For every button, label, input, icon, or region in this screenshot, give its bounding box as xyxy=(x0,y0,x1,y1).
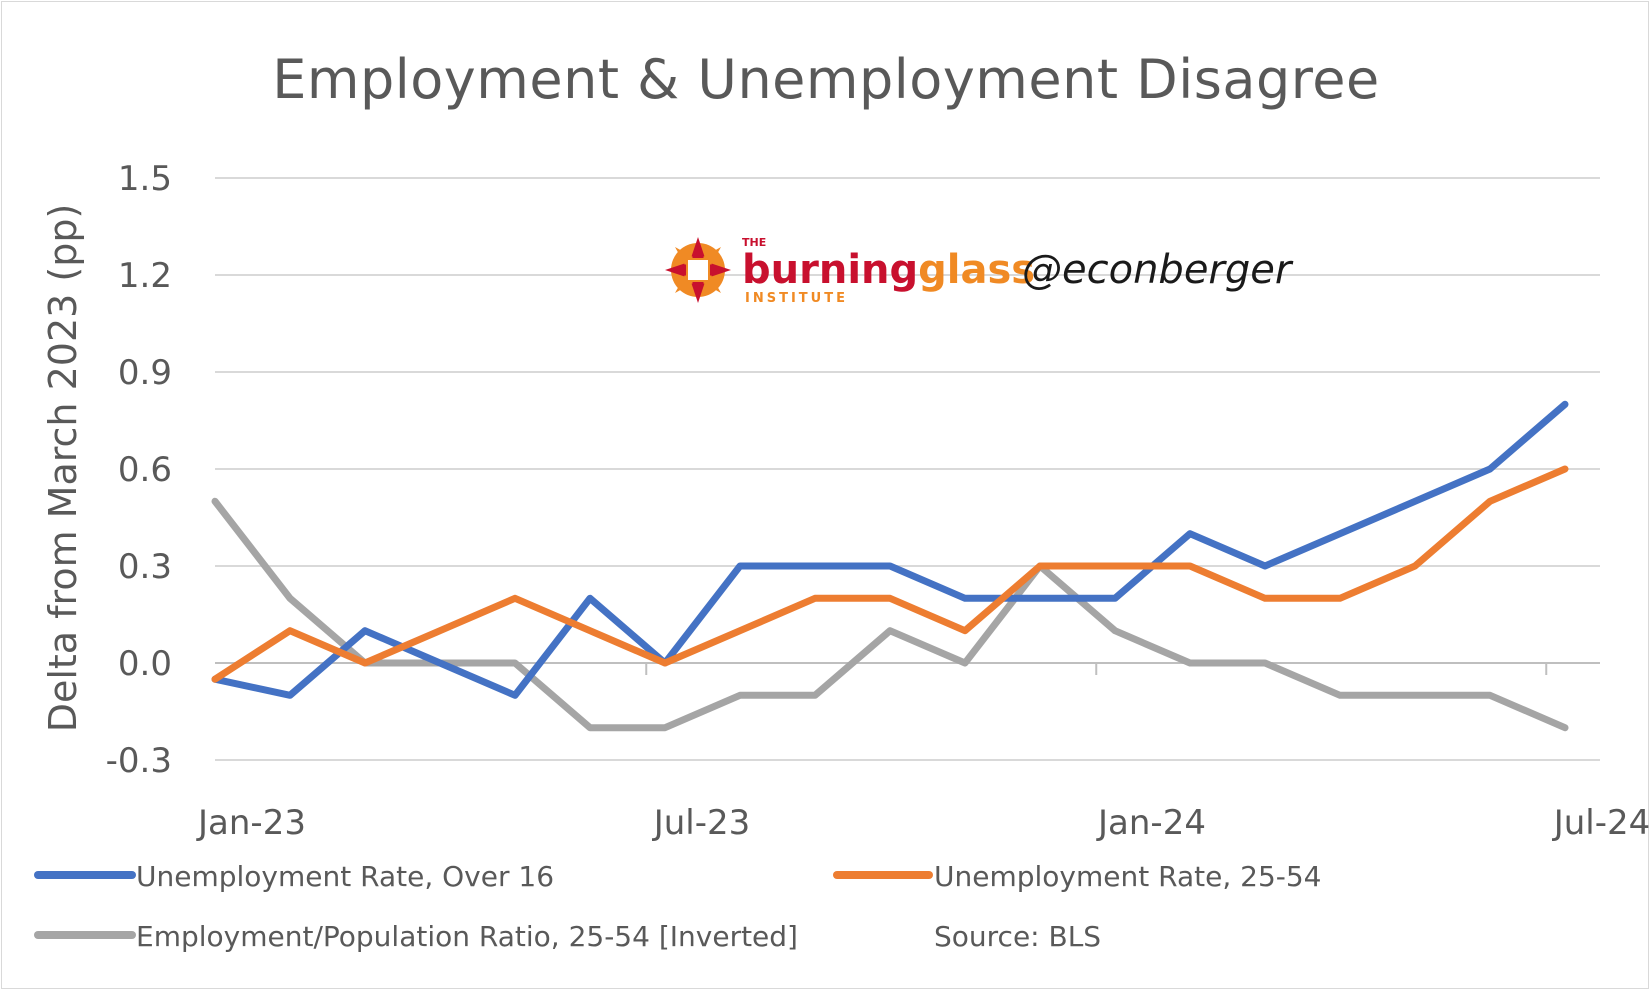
y-tick-label: 1.5 xyxy=(118,159,172,199)
y-tick-label: 0.3 xyxy=(118,547,172,587)
y-tick-label: -0.3 xyxy=(106,741,172,781)
logo-word-burning: burning xyxy=(742,247,918,293)
logo-wordmark: burningglass xyxy=(742,247,1035,293)
logo-word-glass: glass xyxy=(918,247,1035,293)
series-lines xyxy=(211,400,1569,732)
legend-label-emp-pop-ratio: Employment/Population Ratio, 25-54 [Inve… xyxy=(136,920,798,953)
legend: Unemployment Rate, Over 16 Unemployment … xyxy=(34,860,1322,953)
x-tick-label: Jan-24 xyxy=(1096,803,1206,843)
source-note: Source: BLS xyxy=(934,920,1101,953)
legend-label-unemployment-over-16: Unemployment Rate, Over 16 xyxy=(136,860,554,893)
series-line-1 xyxy=(211,465,1569,683)
y-tick-labels: 1.5 1.2 0.9 0.6 0.3 0.0 -0.3 xyxy=(106,159,172,781)
sun-emblem-icon xyxy=(665,237,731,303)
twitter-handle: @econberger xyxy=(1022,247,1294,293)
x-tick-labels: Jan-23 Jul-23 Jan-24 Jul-24 xyxy=(196,803,1650,843)
chart-title: Employment & Unemployment Disagree xyxy=(272,48,1380,111)
y-tick-label: 0.0 xyxy=(118,644,172,684)
x-axis xyxy=(645,663,1548,675)
logo-the-text: THE xyxy=(742,236,766,249)
y-tick-label: 1.2 xyxy=(118,256,172,296)
series-line-2 xyxy=(211,497,1569,732)
legend-label-unemployment-25-54: Unemployment Rate, 25-54 xyxy=(934,860,1322,893)
series-line-0 xyxy=(211,400,1569,699)
burning-glass-logo: THE burningglass INSTITUTE @econberger xyxy=(665,236,1294,306)
x-tick-label: Jul-24 xyxy=(1552,803,1651,843)
logo-institute-text: INSTITUTE xyxy=(745,291,848,306)
x-tick-label: Jan-23 xyxy=(196,803,306,843)
y-tick-label: 0.6 xyxy=(118,450,172,490)
x-tick-label: Jul-23 xyxy=(652,803,751,843)
y-tick-label: 0.9 xyxy=(118,353,172,393)
